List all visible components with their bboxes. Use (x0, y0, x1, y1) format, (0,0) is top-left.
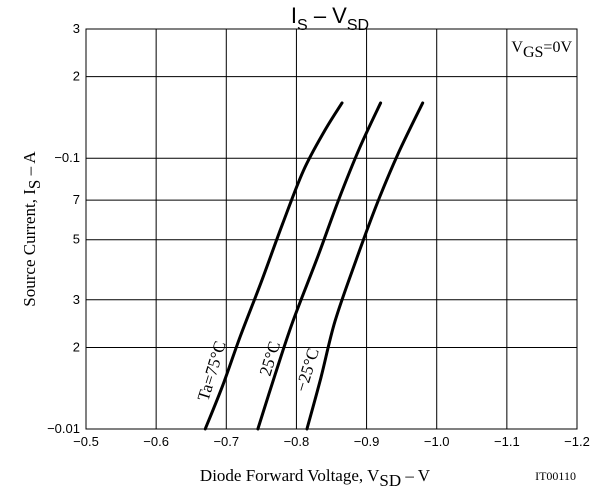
plot-area (86, 29, 577, 429)
x-tick-label: −0.6 (143, 434, 169, 449)
y-tick-label: 2 (73, 339, 80, 354)
x-axis-label: Diode Forward Voltage, VSD – V (200, 466, 431, 490)
condition-label: VGS=0V (511, 39, 572, 61)
x-tick-label: −0.9 (354, 434, 380, 449)
y-tick-label: 5 (73, 232, 80, 247)
x-tick-label: −1.0 (424, 434, 450, 449)
x-tick-label: −1.1 (494, 434, 520, 449)
y-tick-label: 3 (73, 292, 80, 307)
y-tick-label: −0.1 (54, 150, 80, 165)
y-tick-label: 7 (73, 192, 80, 207)
series-line-2 (307, 103, 423, 429)
x-tick-label: −0.5 (73, 434, 99, 449)
y-axis-ticks: −0.01 2 3 5 7 −0.1 2 3 (47, 21, 80, 436)
figure-id: IT00110 (535, 469, 576, 483)
grid-lines (86, 29, 577, 429)
y-tick-label: 3 (73, 21, 80, 36)
x-tick-label: −1.2 (564, 434, 590, 449)
series-label-75c: Ta=75°C (194, 339, 230, 403)
y-axis-label: Source Current, IS – A (20, 151, 44, 307)
x-axis-ticks: −0.5 −0.6 −0.7 −0.8 −0.9 −1.0 −1.1 −1.2 (73, 434, 590, 449)
y-tick-label: 2 (73, 69, 80, 84)
x-tick-label: −0.7 (213, 434, 239, 449)
x-tick-label: −0.8 (284, 434, 310, 449)
y-tick-label: −0.01 (47, 421, 80, 436)
